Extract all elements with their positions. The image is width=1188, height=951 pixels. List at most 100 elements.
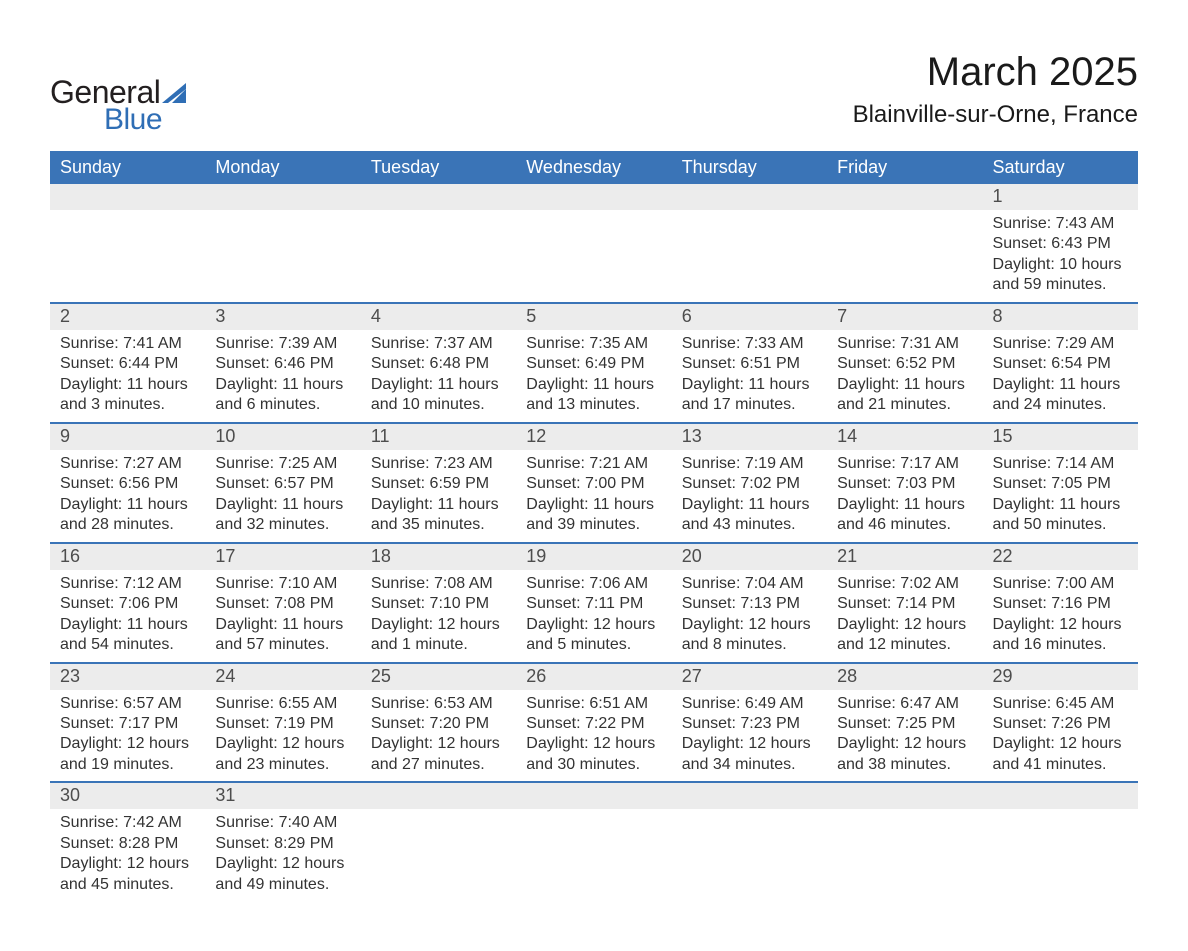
- logo-text-blue: Blue: [104, 103, 162, 137]
- day-details: Sunrise: 7:27 AMSunset: 6:56 PMDaylight:…: [50, 450, 205, 542]
- daylight-text: Daylight: 12 hours and 5 minutes.: [526, 615, 661, 656]
- daylight-text: Daylight: 11 hours and 43 minutes.: [682, 495, 817, 536]
- day-details: Sunrise: 7:14 AMSunset: 7:05 PMDaylight:…: [983, 450, 1138, 542]
- day-number: 18: [361, 544, 516, 570]
- sunrise-text: Sunrise: 7:25 AM: [215, 454, 350, 474]
- sunset-text: Sunset: 6:56 PM: [60, 474, 195, 494]
- sunrise-text: Sunrise: 7:10 AM: [215, 574, 350, 594]
- day-number: 14: [827, 424, 982, 450]
- sunrise-text: Sunrise: 7:21 AM: [526, 454, 661, 474]
- day-details: Sunrise: 7:41 AMSunset: 6:44 PMDaylight:…: [50, 330, 205, 422]
- day-number: [516, 783, 671, 809]
- daylight-text: Daylight: 12 hours and 45 minutes.: [60, 854, 195, 895]
- day-cell: 25Sunrise: 6:53 AMSunset: 7:20 PMDayligh…: [361, 663, 516, 783]
- day-details: [672, 809, 827, 899]
- day-number: 30: [50, 783, 205, 809]
- day-number: 7: [827, 304, 982, 330]
- title-block: March 2025 Blainville-sur-Orne, France: [853, 50, 1138, 129]
- daylight-text: Daylight: 12 hours and 12 minutes.: [837, 615, 972, 656]
- day-details: Sunrise: 6:57 AMSunset: 7:17 PMDaylight:…: [50, 690, 205, 782]
- day-header-sat: Saturday: [983, 151, 1138, 184]
- day-cell: 22Sunrise: 7:00 AMSunset: 7:16 PMDayligh…: [983, 543, 1138, 663]
- day-details: Sunrise: 7:17 AMSunset: 7:03 PMDaylight:…: [827, 450, 982, 542]
- day-cell: 3Sunrise: 7:39 AMSunset: 6:46 PMDaylight…: [205, 303, 360, 423]
- day-cell: [827, 782, 982, 901]
- day-number: [361, 783, 516, 809]
- day-details: Sunrise: 7:31 AMSunset: 6:52 PMDaylight:…: [827, 330, 982, 422]
- sail-icon: [162, 81, 190, 108]
- daylight-text: Daylight: 11 hours and 46 minutes.: [837, 495, 972, 536]
- day-number: [50, 184, 205, 210]
- day-number: 6: [672, 304, 827, 330]
- daylight-text: Daylight: 11 hours and 10 minutes.: [371, 375, 506, 416]
- daylight-text: Daylight: 12 hours and 16 minutes.: [993, 615, 1128, 656]
- day-number: 8: [983, 304, 1138, 330]
- sunrise-text: Sunrise: 7:35 AM: [526, 334, 661, 354]
- sunset-text: Sunset: 7:14 PM: [837, 594, 972, 614]
- daylight-text: Daylight: 11 hours and 3 minutes.: [60, 375, 195, 416]
- day-cell: 20Sunrise: 7:04 AMSunset: 7:13 PMDayligh…: [672, 543, 827, 663]
- daylight-text: Daylight: 11 hours and 17 minutes.: [682, 375, 817, 416]
- day-number: 3: [205, 304, 360, 330]
- day-cell: 28Sunrise: 6:47 AMSunset: 7:25 PMDayligh…: [827, 663, 982, 783]
- daylight-text: Daylight: 11 hours and 21 minutes.: [837, 375, 972, 416]
- day-details: [827, 210, 982, 300]
- sunrise-text: Sunrise: 6:53 AM: [371, 694, 506, 714]
- day-cell: [50, 184, 205, 303]
- sunrise-text: Sunrise: 7:29 AM: [993, 334, 1128, 354]
- sunrise-text: Sunrise: 7:04 AM: [682, 574, 817, 594]
- day-details: Sunrise: 7:06 AMSunset: 7:11 PMDaylight:…: [516, 570, 671, 662]
- day-number: [983, 783, 1138, 809]
- sunset-text: Sunset: 6:46 PM: [215, 354, 350, 374]
- day-details: Sunrise: 7:25 AMSunset: 6:57 PMDaylight:…: [205, 450, 360, 542]
- day-header-sun: Sunday: [50, 151, 205, 184]
- day-number: 13: [672, 424, 827, 450]
- week-row: 1Sunrise: 7:43 AMSunset: 6:43 PMDaylight…: [50, 184, 1138, 303]
- sunrise-text: Sunrise: 7:19 AM: [682, 454, 817, 474]
- day-number: [827, 783, 982, 809]
- day-header-tue: Tuesday: [361, 151, 516, 184]
- day-cell: 30Sunrise: 7:42 AMSunset: 8:28 PMDayligh…: [50, 782, 205, 901]
- day-details: Sunrise: 7:08 AMSunset: 7:10 PMDaylight:…: [361, 570, 516, 662]
- daylight-text: Daylight: 12 hours and 27 minutes.: [371, 734, 506, 775]
- day-cell: 7Sunrise: 7:31 AMSunset: 6:52 PMDaylight…: [827, 303, 982, 423]
- daylight-text: Daylight: 11 hours and 28 minutes.: [60, 495, 195, 536]
- day-cell: 12Sunrise: 7:21 AMSunset: 7:00 PMDayligh…: [516, 423, 671, 543]
- day-cell: 27Sunrise: 6:49 AMSunset: 7:23 PMDayligh…: [672, 663, 827, 783]
- daylight-text: Daylight: 11 hours and 39 minutes.: [526, 495, 661, 536]
- month-title: March 2025: [853, 50, 1138, 95]
- sunset-text: Sunset: 6:51 PM: [682, 354, 817, 374]
- daylight-text: Daylight: 12 hours and 19 minutes.: [60, 734, 195, 775]
- daylight-text: Daylight: 12 hours and 49 minutes.: [215, 854, 350, 895]
- sunset-text: Sunset: 7:08 PM: [215, 594, 350, 614]
- day-details: Sunrise: 7:33 AMSunset: 6:51 PMDaylight:…: [672, 330, 827, 422]
- daylight-text: Daylight: 12 hours and 41 minutes.: [993, 734, 1128, 775]
- day-cell: 15Sunrise: 7:14 AMSunset: 7:05 PMDayligh…: [983, 423, 1138, 543]
- sunset-text: Sunset: 8:29 PM: [215, 834, 350, 854]
- daylight-text: Daylight: 12 hours and 30 minutes.: [526, 734, 661, 775]
- day-cell: [361, 184, 516, 303]
- sunrise-text: Sunrise: 7:43 AM: [993, 214, 1128, 234]
- day-details: Sunrise: 7:35 AMSunset: 6:49 PMDaylight:…: [516, 330, 671, 422]
- sunset-text: Sunset: 6:44 PM: [60, 354, 195, 374]
- day-details: [50, 210, 205, 300]
- day-details: Sunrise: 7:42 AMSunset: 8:28 PMDaylight:…: [50, 809, 205, 901]
- day-cell: [827, 184, 982, 303]
- sunrise-text: Sunrise: 7:33 AM: [682, 334, 817, 354]
- sunrise-text: Sunrise: 7:37 AM: [371, 334, 506, 354]
- sunrise-text: Sunrise: 7:14 AM: [993, 454, 1128, 474]
- sunrise-text: Sunrise: 6:51 AM: [526, 694, 661, 714]
- day-details: Sunrise: 6:45 AMSunset: 7:26 PMDaylight:…: [983, 690, 1138, 782]
- day-number: 31: [205, 783, 360, 809]
- sunrise-text: Sunrise: 6:45 AM: [993, 694, 1128, 714]
- day-number: [672, 783, 827, 809]
- day-cell: 16Sunrise: 7:12 AMSunset: 7:06 PMDayligh…: [50, 543, 205, 663]
- day-number: [205, 184, 360, 210]
- day-number: 17: [205, 544, 360, 570]
- day-cell: 9Sunrise: 7:27 AMSunset: 6:56 PMDaylight…: [50, 423, 205, 543]
- sunrise-text: Sunrise: 7:41 AM: [60, 334, 195, 354]
- day-number: 23: [50, 664, 205, 690]
- sunrise-text: Sunrise: 7:40 AM: [215, 813, 350, 833]
- daylight-text: Daylight: 11 hours and 35 minutes.: [371, 495, 506, 536]
- day-number: [827, 184, 982, 210]
